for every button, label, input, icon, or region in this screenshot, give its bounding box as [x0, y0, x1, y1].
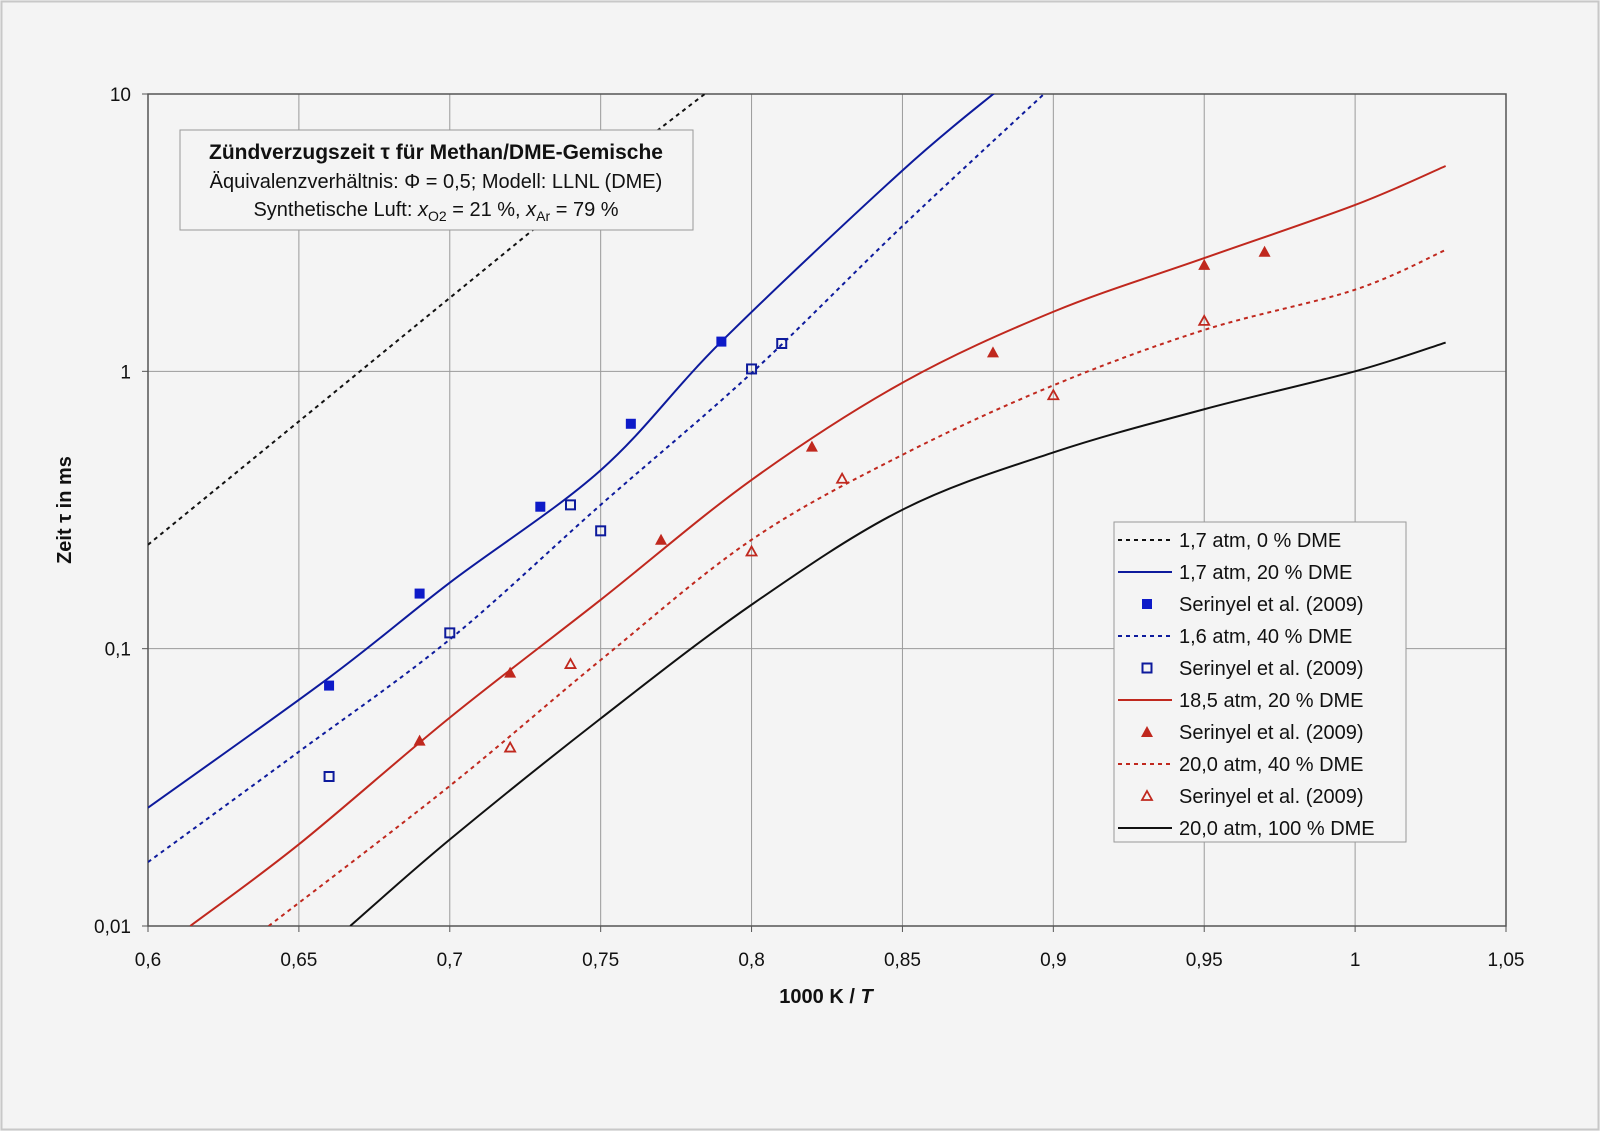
legend-swatch	[1141, 662, 1153, 674]
legend-item: 1,6 atm, 40 % DME	[1118, 626, 1352, 648]
x-axis-label: 1000 K / T	[779, 986, 874, 1008]
legend-swatch	[1140, 789, 1154, 801]
y-tick-label: 1	[120, 362, 131, 383]
legend-label: 20,0 atm, 100 % DME	[1179, 818, 1375, 840]
legend-swatch	[1141, 726, 1153, 737]
data-point	[1197, 314, 1211, 326]
series-line	[148, 94, 995, 809]
x-tick-label: 0,65	[280, 950, 317, 971]
series-line	[148, 94, 1046, 863]
var-x: x	[417, 199, 429, 221]
x-tick-label: 0,7	[437, 950, 463, 971]
series-8	[503, 314, 1211, 753]
y-tick-label: 0,1	[105, 640, 131, 661]
data-point	[986, 346, 999, 358]
sub-o2: O2	[428, 208, 447, 224]
legend-swatch	[1142, 599, 1152, 609]
data-point	[805, 440, 818, 452]
legend-label: 1,7 atm, 20 % DME	[1179, 562, 1352, 584]
subtitle-mid: = 21 %,	[447, 199, 527, 221]
x-tick-label: 1,05	[1488, 950, 1525, 971]
x-tick-label: 0,75	[582, 950, 619, 971]
legend-item: Serinyel et al. (2009)	[1140, 786, 1364, 808]
series-7	[268, 249, 1447, 926]
series-0	[148, 94, 707, 546]
legend-item: 20,0 atm, 100 % DME	[1118, 818, 1375, 840]
data-point	[1198, 258, 1211, 270]
legend-item: Serinyel et al. (2009)	[1141, 722, 1364, 744]
data-point	[655, 533, 668, 545]
data-point	[746, 363, 758, 375]
data-point	[716, 336, 727, 347]
x-tick-label: 0,9	[1040, 950, 1066, 971]
data-point	[414, 588, 425, 599]
x-tick-label: 0,6	[135, 950, 161, 971]
series-1	[148, 94, 995, 809]
chart-subtitle-2: Synthetische Luft: xO2 = 21 %, xAr = 79 …	[253, 199, 618, 224]
subtitle-end: = 79 %	[550, 199, 619, 221]
tick-labels: 0,6 0,65 0,7 0,75 0,8 0,85 0,9 0,95 1 1,05 0,01 0,1…	[94, 85, 1524, 971]
legend-item: Serinyel et al. (2009)	[1141, 658, 1364, 680]
legend-label: Serinyel et al. (2009)	[1179, 594, 1364, 616]
legend-item: 1,7 atm, 0 % DME	[1118, 530, 1341, 552]
data-point	[413, 734, 426, 746]
data-point	[1046, 388, 1060, 401]
series-line	[189, 165, 1447, 926]
data-point	[835, 471, 849, 484]
subtitle-prefix: Synthetische Luft:	[253, 199, 418, 221]
data-point	[444, 627, 456, 639]
legend-label: 1,7 atm, 0 % DME	[1179, 530, 1341, 552]
series-5	[189, 165, 1447, 926]
sub-ar: Ar	[536, 208, 550, 224]
legend-item: Serinyel et al. (2009)	[1142, 594, 1364, 616]
legend-item: 20,0 atm, 40 % DME	[1118, 754, 1364, 776]
series-4	[323, 337, 788, 782]
data-point	[776, 337, 788, 349]
data-point	[1258, 245, 1271, 257]
x-tick-label: 0,8	[738, 950, 764, 971]
data-point	[323, 770, 335, 782]
legend-item: 18,5 atm, 20 % DME	[1118, 690, 1364, 712]
series-6	[413, 245, 1271, 746]
data-point	[504, 666, 517, 678]
data-point	[563, 657, 578, 669]
data-point	[625, 418, 636, 429]
data-point	[503, 740, 517, 753]
x-axis-label-text: 1000 K /	[779, 986, 860, 1008]
title-box: Zündverzugszeit τ für Methan/DME-Gemisch…	[179, 129, 694, 231]
chart-subtitle: Äquivalenzverhältnis: Φ = 0,5; Modell: L…	[210, 171, 663, 193]
legend: 1,7 atm, 0 % DME 1,7 atm, 20 % DME Serinye…	[1113, 521, 1407, 843]
data-point	[535, 501, 546, 512]
series-group	[148, 94, 1447, 926]
legend-label: 18,5 atm, 20 % DME	[1179, 690, 1364, 712]
x-tick-label: 0,95	[1186, 950, 1223, 971]
data-point	[324, 680, 335, 691]
legend-label: 1,6 atm, 40 % DME	[1179, 626, 1352, 648]
data-point	[564, 499, 576, 511]
plot-frame	[147, 93, 1507, 927]
chart-title: Zündverzugszeit τ für Methan/DME-Gemisch…	[209, 141, 663, 164]
legend-label: Serinyel et al. (2009)	[1179, 786, 1364, 808]
y-tick-label: 0,01	[94, 917, 131, 938]
legend-item: 1,7 atm, 20 % DME	[1118, 562, 1352, 584]
series-2	[324, 336, 727, 691]
legend-label: 20,0 atm, 40 % DME	[1179, 754, 1364, 776]
y-axis-label: Zeit τ in ms	[54, 456, 76, 564]
data-point	[595, 525, 607, 537]
series-line	[148, 94, 707, 546]
data-point	[745, 544, 759, 557]
y-tick-label: 10	[110, 85, 131, 106]
series-line	[268, 249, 1447, 926]
series-9	[349, 341, 1446, 926]
series-line	[349, 341, 1446, 926]
x-tick-label: 1	[1350, 950, 1361, 971]
x-axis-label-var: T	[860, 986, 874, 1008]
legend-label: Serinyel et al. (2009)	[1179, 722, 1364, 744]
x-tick-label: 0,85	[884, 950, 921, 971]
var-x-2: x	[525, 199, 537, 221]
legend-label: Serinyel et al. (2009)	[1179, 658, 1364, 680]
series-3	[148, 94, 1046, 863]
